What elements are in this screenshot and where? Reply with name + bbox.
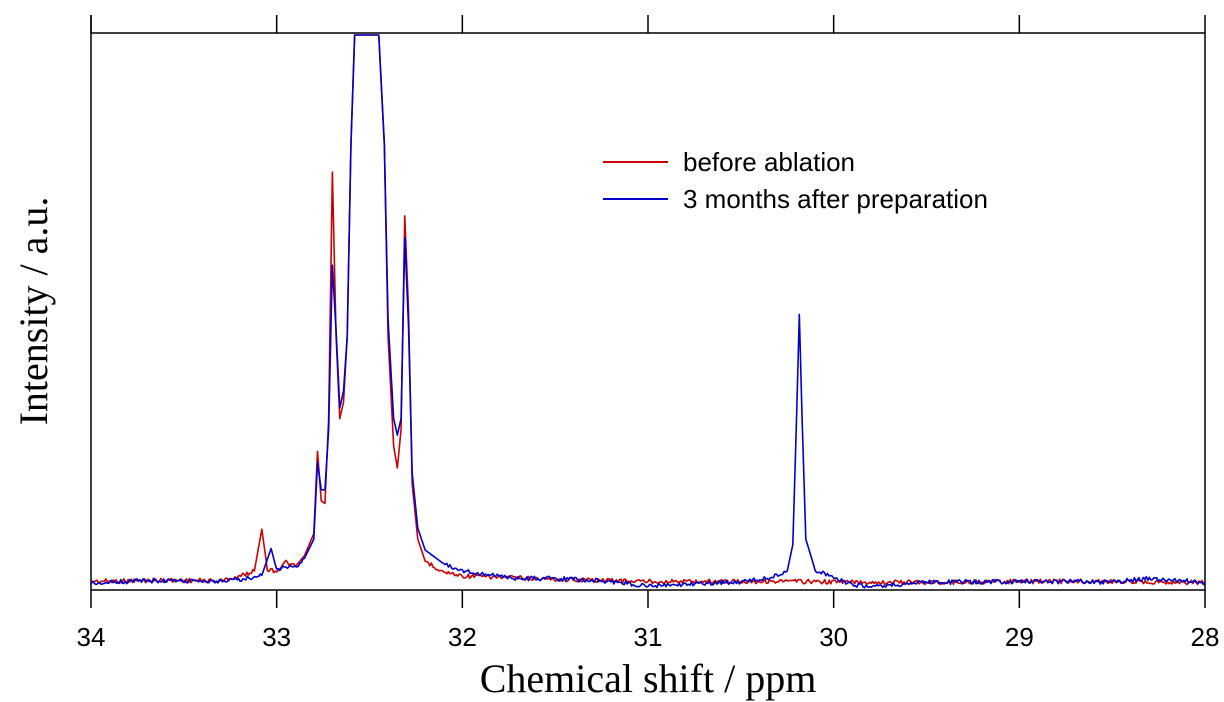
x-tick-label: 30: [819, 622, 848, 652]
series-layer: [91, 34, 1205, 589]
series-line-3-months-after-preparation: [91, 34, 1205, 589]
legend-label-3-months-after-preparation: 3 months after preparation: [683, 184, 988, 214]
legend-label-before-ablation: before ablation: [683, 147, 855, 177]
x-axis-ticks: [90, 15, 1206, 608]
x-tick-label: 33: [262, 622, 291, 652]
x-tick-label: 32: [448, 622, 477, 652]
x-tick-label: 29: [1005, 622, 1034, 652]
x-axis-tick-labels: 34 33 32 31 30 29 28: [77, 622, 1220, 652]
x-axis-title: Chemical shift / ppm: [480, 656, 817, 701]
x-tick-label: 28: [1191, 622, 1220, 652]
series-line-before-ablation: [91, 34, 1205, 586]
legend: before ablation 3 months after preparati…: [603, 147, 988, 214]
plot-frame: [90, 32, 1206, 591]
x-tick-label: 31: [634, 622, 663, 652]
y-axis-title: Intensity / a.u.: [11, 197, 56, 426]
x-tick-label: 34: [77, 622, 106, 652]
